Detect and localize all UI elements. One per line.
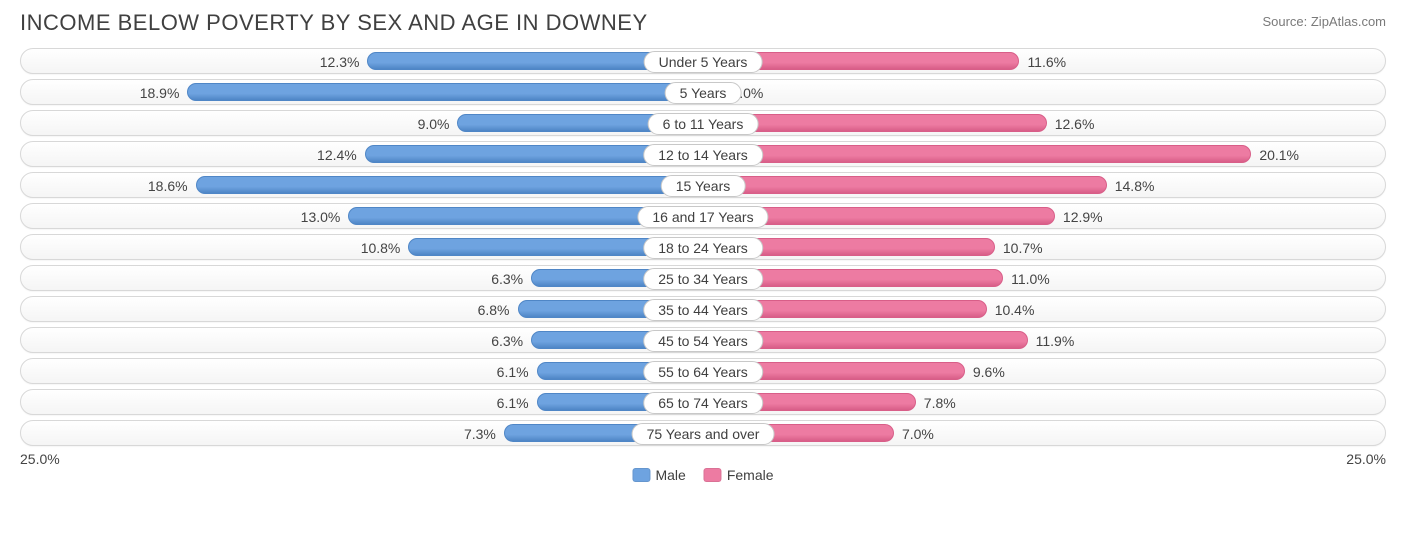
chart-row: 7.3% 7.0% 75 Years and over xyxy=(20,420,1386,446)
chart-rows: 12.3% 11.6% Under 5 Years 18.9% 0.0%5 Years 9… xyxy=(20,48,1386,446)
female-half: 11.0% xyxy=(703,266,1385,290)
female-half: 9.6% xyxy=(703,359,1385,383)
female-value-label: 20.1% xyxy=(1259,142,1299,168)
category-label: 65 to 74 Years xyxy=(643,392,763,414)
male-half: 18.6% xyxy=(21,173,703,197)
female-half: 0.0% xyxy=(703,80,1385,104)
female-value-label: 11.9% xyxy=(1036,328,1075,354)
male-half: 7.3% xyxy=(21,421,703,445)
male-value-label: 6.3% xyxy=(491,328,523,354)
axis-max-right: 25.0% xyxy=(703,451,1386,467)
male-half: 6.1% xyxy=(21,359,703,383)
female-value-label: 11.6% xyxy=(1027,49,1066,75)
category-label: 12 to 14 Years xyxy=(643,144,763,166)
male-bar xyxy=(187,83,703,101)
male-bar xyxy=(196,176,703,194)
category-label: 75 Years and over xyxy=(632,423,775,445)
male-half: 18.9% xyxy=(21,80,703,104)
category-label: 25 to 34 Years xyxy=(643,268,763,290)
legend-female: Female xyxy=(704,467,774,483)
female-bar xyxy=(703,145,1251,163)
legend: Male Female xyxy=(632,467,773,483)
female-half: 20.1% xyxy=(703,142,1385,166)
category-label: 6 to 11 Years xyxy=(648,113,759,135)
female-value-label: 12.6% xyxy=(1055,111,1095,137)
female-value-label: 10.7% xyxy=(1003,235,1043,261)
chart-row: 12.4% 20.1% 12 to 14 Years xyxy=(20,141,1386,167)
female-value-label: 7.0% xyxy=(902,421,934,447)
female-value-label: 7.8% xyxy=(924,390,956,416)
category-label: 5 Years xyxy=(665,82,742,104)
female-half: 11.6% xyxy=(703,49,1385,73)
male-value-label: 10.8% xyxy=(361,235,401,261)
female-half: 12.6% xyxy=(703,111,1385,135)
male-value-label: 18.9% xyxy=(140,80,180,106)
female-half: 11.9% xyxy=(703,328,1385,352)
chart-container: INCOME BELOW POVERTY BY SEX AND AGE IN D… xyxy=(0,0,1406,481)
male-half: 10.8% xyxy=(21,235,703,259)
male-value-label: 18.6% xyxy=(148,173,188,199)
category-label: 35 to 44 Years xyxy=(643,299,763,321)
axis-max-left: 25.0% xyxy=(20,451,703,467)
female-value-label: 14.8% xyxy=(1115,173,1155,199)
chart-row: 13.0% 12.9% 16 and 17 Years xyxy=(20,203,1386,229)
male-value-label: 6.3% xyxy=(491,266,523,292)
female-value-label: 12.9% xyxy=(1063,204,1103,230)
male-half: 12.4% xyxy=(21,142,703,166)
legend-male: Male xyxy=(632,467,685,483)
chart-row: 6.8% 10.4% 35 to 44 Years xyxy=(20,296,1386,322)
male-swatch-icon xyxy=(632,468,650,482)
male-value-label: 13.0% xyxy=(301,204,341,230)
male-value-label: 6.1% xyxy=(497,390,529,416)
male-half: 6.3% xyxy=(21,266,703,290)
male-half: 6.8% xyxy=(21,297,703,321)
male-half: 12.3% xyxy=(21,49,703,73)
legend-male-label: Male xyxy=(655,467,685,483)
female-half: 10.7% xyxy=(703,235,1385,259)
male-value-label: 6.1% xyxy=(497,359,529,385)
female-half: 10.4% xyxy=(703,297,1385,321)
axis-labels: 25.0% 25.0% xyxy=(20,451,1386,467)
chart-row: 6.1% 9.6% 55 to 64 Years xyxy=(20,358,1386,384)
male-value-label: 12.3% xyxy=(320,49,360,75)
chart-row: 9.0% 12.6% 6 to 11 Years xyxy=(20,110,1386,136)
male-half: 6.3% xyxy=(21,328,703,352)
chart-title: INCOME BELOW POVERTY BY SEX AND AGE IN D… xyxy=(20,10,648,36)
female-half: 14.8% xyxy=(703,173,1385,197)
chart-row: 12.3% 11.6% Under 5 Years xyxy=(20,48,1386,74)
female-value-label: 9.6% xyxy=(973,359,1005,385)
male-value-label: 9.0% xyxy=(418,111,450,137)
female-half: 12.9% xyxy=(703,204,1385,228)
legend-female-label: Female xyxy=(727,467,774,483)
chart-footer: 25.0% 25.0% Male Female xyxy=(20,451,1386,473)
chart-row: 18.6% 14.8% 15 Years xyxy=(20,172,1386,198)
chart-header: INCOME BELOW POVERTY BY SEX AND AGE IN D… xyxy=(20,10,1386,36)
chart-source: Source: ZipAtlas.com xyxy=(1262,10,1386,29)
male-half: 13.0% xyxy=(21,204,703,228)
male-value-label: 12.4% xyxy=(317,142,357,168)
chart-row: 6.3% 11.9% 45 to 54 Years xyxy=(20,327,1386,353)
male-value-label: 7.3% xyxy=(464,421,496,447)
male-half: 6.1% xyxy=(21,390,703,414)
category-label: 15 Years xyxy=(661,175,746,197)
chart-row: 10.8% 10.7% 18 to 24 Years xyxy=(20,234,1386,260)
category-label: 45 to 54 Years xyxy=(643,330,763,352)
female-half: 7.8% xyxy=(703,390,1385,414)
male-half: 9.0% xyxy=(21,111,703,135)
category-label: 16 and 17 Years xyxy=(637,206,768,228)
chart-row: 6.1% 7.8% 65 to 74 Years xyxy=(20,389,1386,415)
category-label: 18 to 24 Years xyxy=(643,237,763,259)
female-value-label: 11.0% xyxy=(1011,266,1050,292)
chart-row: 18.9% 0.0%5 Years xyxy=(20,79,1386,105)
female-bar xyxy=(703,176,1107,194)
female-half: 7.0% xyxy=(703,421,1385,445)
female-value-label: 10.4% xyxy=(995,297,1035,323)
female-swatch-icon xyxy=(704,468,722,482)
category-label: Under 5 Years xyxy=(644,51,763,73)
chart-row: 6.3% 11.0% 25 to 34 Years xyxy=(20,265,1386,291)
category-label: 55 to 64 Years xyxy=(643,361,763,383)
male-value-label: 6.8% xyxy=(478,297,510,323)
